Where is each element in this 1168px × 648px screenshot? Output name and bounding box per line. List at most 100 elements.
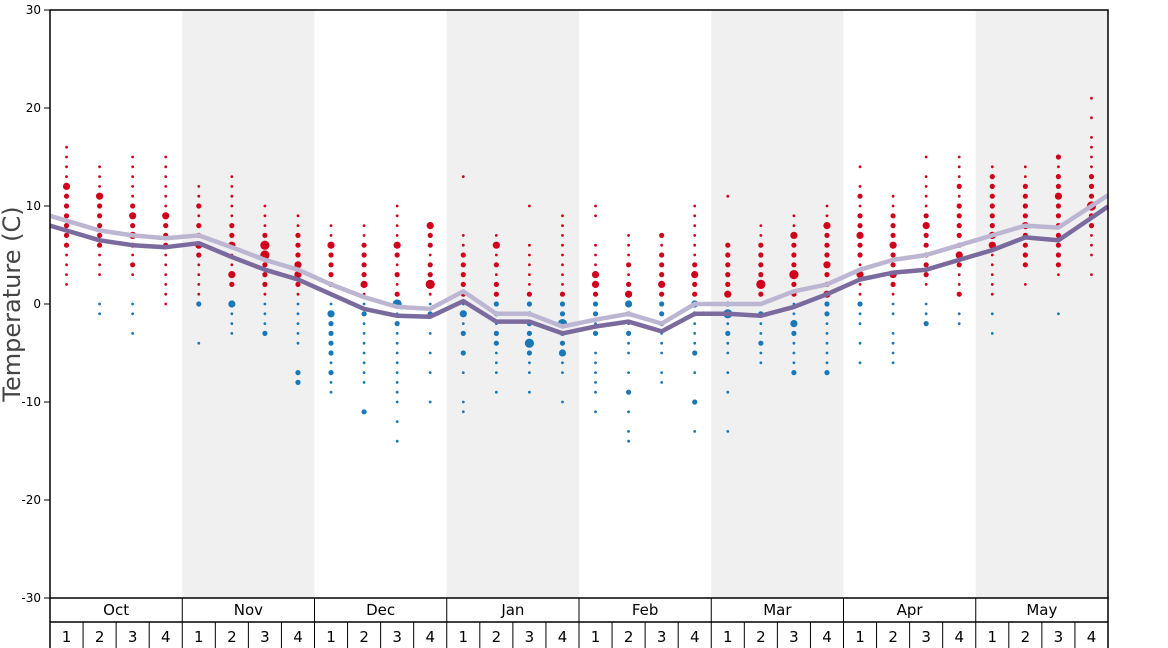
warm-point (164, 253, 168, 257)
week-label: 4 (293, 628, 303, 646)
cold-point (196, 301, 202, 307)
warm-point (890, 281, 896, 287)
y-axis: -30 -20 -10 0 10 20 30 (21, 3, 50, 605)
warm-point (427, 262, 433, 268)
week-label: 4 (425, 628, 435, 646)
week-label: 3 (525, 628, 535, 646)
warm-point (230, 185, 234, 188)
warm-point (659, 291, 665, 297)
warm-point (759, 224, 763, 228)
warm-point (65, 175, 68, 179)
y-tick-label: -30 (21, 591, 41, 605)
cold-point (494, 361, 498, 365)
warm-point (1090, 155, 1093, 159)
warm-point (1055, 242, 1062, 248)
warm-point (956, 213, 962, 219)
cold-point (428, 400, 432, 404)
month-label: Mar (763, 601, 792, 619)
warm-point (1090, 273, 1093, 276)
cold-point (528, 371, 531, 374)
warm-point (1055, 183, 1062, 189)
warm-point (526, 291, 533, 297)
warm-point (990, 273, 994, 276)
warm-point (230, 175, 234, 179)
cold-point (825, 361, 829, 365)
warm-point (229, 281, 235, 287)
week-label: 3 (657, 628, 667, 646)
warm-point (460, 281, 466, 287)
cold-point (329, 361, 333, 365)
warm-point (725, 252, 731, 258)
cold-point (625, 389, 632, 395)
warm-point (659, 262, 665, 268)
warm-point (693, 224, 697, 228)
warm-point (428, 292, 432, 296)
cold-point (858, 361, 862, 365)
warm-point (693, 214, 697, 218)
warm-point (360, 280, 368, 288)
warm-point (131, 155, 135, 159)
warm-point (924, 283, 928, 286)
y-tick-label: 30 (26, 3, 41, 17)
warm-point (988, 241, 996, 249)
cold-point (891, 312, 895, 316)
cold-point (659, 311, 665, 317)
warm-point (461, 234, 465, 237)
cold-point (692, 350, 698, 356)
cold-point (791, 370, 797, 376)
warm-point (197, 283, 201, 286)
warm-point (957, 273, 961, 276)
warm-point (824, 232, 830, 238)
warm-point (924, 204, 928, 208)
cold-point (362, 351, 366, 355)
warm-point (792, 214, 796, 218)
warm-point (890, 232, 896, 238)
warm-point (726, 194, 730, 198)
warm-point (395, 283, 399, 286)
warm-point (1022, 213, 1028, 219)
warm-point (1055, 252, 1062, 258)
warm-point (426, 222, 434, 230)
cold-point (328, 330, 334, 336)
warm-point (65, 263, 68, 267)
warm-point (96, 242, 103, 248)
cold-point (627, 439, 630, 443)
cold-point (693, 430, 697, 433)
cold-point (362, 332, 366, 335)
x-axis: Oct Nov Dec Jan Feb Mar Apr May 1 2 3 4 1 2 3 4 1 2 3 4 1 2 3 4… (49, 598, 1109, 648)
cold-point (230, 322, 234, 325)
cold-point (230, 332, 234, 335)
warm-point (627, 243, 630, 247)
warm-point (561, 273, 564, 276)
warm-point (395, 224, 399, 228)
warm-point (131, 165, 135, 169)
cold-point (329, 390, 333, 394)
warm-point (725, 272, 731, 278)
warm-point (1054, 192, 1063, 200)
warm-point (857, 223, 863, 229)
warm-point (891, 194, 895, 198)
cold-point (98, 302, 101, 306)
cold-point (726, 351, 730, 355)
warm-point (1022, 203, 1028, 209)
cold-point (526, 330, 533, 336)
warm-point (561, 214, 564, 218)
cold-point (296, 302, 300, 306)
week-label: 1 (591, 628, 601, 646)
cold-point (395, 439, 399, 443)
warm-point (63, 203, 70, 209)
warm-point (923, 242, 929, 248)
warm-point (725, 262, 731, 268)
warm-point (956, 223, 962, 229)
warm-point (197, 194, 201, 198)
warm-point (890, 213, 896, 219)
cold-point (362, 302, 366, 306)
cold-point (461, 322, 465, 325)
cold-point (825, 351, 829, 355)
cold-point (558, 349, 567, 357)
cold-point (561, 400, 564, 404)
warm-point (65, 273, 68, 276)
warm-point (1022, 252, 1028, 258)
cold-point (362, 361, 366, 365)
